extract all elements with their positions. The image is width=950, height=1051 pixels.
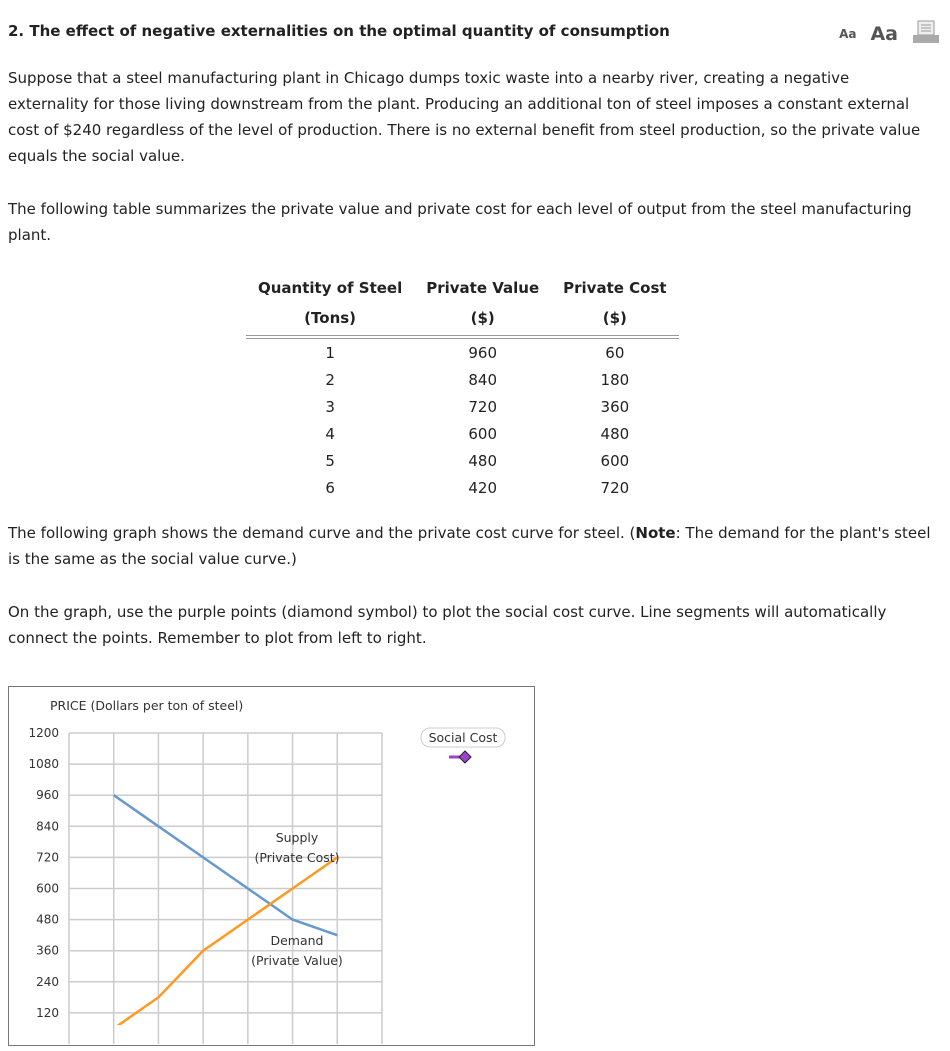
y-tick-label: 120 (36, 1006, 59, 1020)
table-cell: 6 (325, 478, 335, 497)
table-cell: 960 (468, 343, 497, 362)
table-row: 4 600 480 (246, 420, 679, 447)
graph-panel[interactable]: PRICE (Dollars per ton of steel) 120 240 36… (8, 686, 535, 1046)
diamond-icon[interactable] (458, 750, 472, 764)
intro-text: The following graph shows the demand cur… (8, 524, 636, 542)
table-cell: 3 (325, 397, 335, 416)
y-tick-label: 1200 (28, 726, 59, 740)
table-cell: 5 (325, 451, 335, 470)
problem-text: Suppose that a steel manufacturing plant… (8, 69, 921, 165)
legend-social-cost-button[interactable] (420, 727, 506, 748)
y-tick-label: 240 (36, 975, 59, 989)
decrease-font-button[interactable]: Aa (839, 27, 857, 41)
table-cell: 60 (605, 343, 625, 362)
header-private-cost: Private Cost (563, 279, 667, 297)
table-cell: 420 (468, 478, 497, 497)
table-row: 2 840 180 (246, 366, 679, 393)
table-row: 5 480 600 (246, 447, 679, 474)
increase-font-button[interactable]: Aa (870, 23, 898, 45)
curve-label: (Private Cost) (254, 850, 339, 865)
printer-icon[interactable] (912, 20, 940, 48)
y-tick-label: 360 (36, 944, 59, 958)
table-cell: 600 (468, 424, 497, 443)
table-cell: 360 (600, 397, 630, 416)
y-tick-label: 840 (36, 819, 59, 833)
table-cell: 4 (325, 424, 335, 443)
intro-text-end: : The demand for the plant's steel is th… (8, 524, 931, 568)
table-row: 6 420 720 (246, 474, 679, 501)
table-cell: 480 (600, 424, 630, 443)
table-cell: 180 (600, 370, 630, 389)
table-row: 1 960 60 (246, 337, 679, 366)
curve-label: (Private Value) (251, 953, 343, 968)
header-quantity-unit: (Tons) (246, 303, 415, 339)
table-cell: 1 (325, 343, 335, 362)
instructions: On the graph, use the purple points (dia… (8, 603, 887, 647)
curve-label: Supply (276, 830, 319, 845)
y-axis-label: PRICE (Dollars per ton of steel) (50, 698, 243, 713)
series-line-supply (116, 856, 338, 1025)
table-cell: 2 (325, 370, 335, 389)
note-label: Note (635, 524, 676, 542)
table-cell: 720 (468, 397, 497, 416)
header-private-value: Private Value (426, 279, 540, 297)
y-tick-label: 600 (36, 882, 59, 896)
table-cell: 480 (468, 451, 497, 470)
chart[interactable]: PRICE (Dollars per ton of steel) 120 240 36… (9, 687, 536, 1047)
steel-table: Quantity of Steel Private Value Private Co… (246, 273, 679, 501)
curve-label: Demand (270, 933, 323, 948)
table-intro: The following table summarizes the priva… (8, 200, 912, 244)
toolbar: Aa Aa (839, 20, 940, 48)
table-cell: 840 (468, 370, 497, 389)
table-cell: 720 (600, 478, 630, 497)
legend-label: Social Cost (429, 730, 498, 745)
header-quantity: Quantity of Steel (258, 279, 403, 297)
graph-intro: The following graph shows the demand cur… (8, 520, 933, 572)
y-tick-label: 960 (36, 788, 59, 802)
y-tick-label: 1080 (28, 757, 59, 771)
table-row: 3 720 360 (246, 393, 679, 420)
table-cell: 600 (600, 451, 630, 470)
series-line-demand (113, 794, 338, 937)
header-cost-unit: ($) (551, 303, 679, 339)
y-tick-label: 480 (36, 913, 59, 927)
question-title: 2. The effect of negative externalities … (8, 22, 670, 40)
y-tick-label: 720 (36, 850, 59, 864)
header-value-unit: ($) (414, 303, 552, 339)
